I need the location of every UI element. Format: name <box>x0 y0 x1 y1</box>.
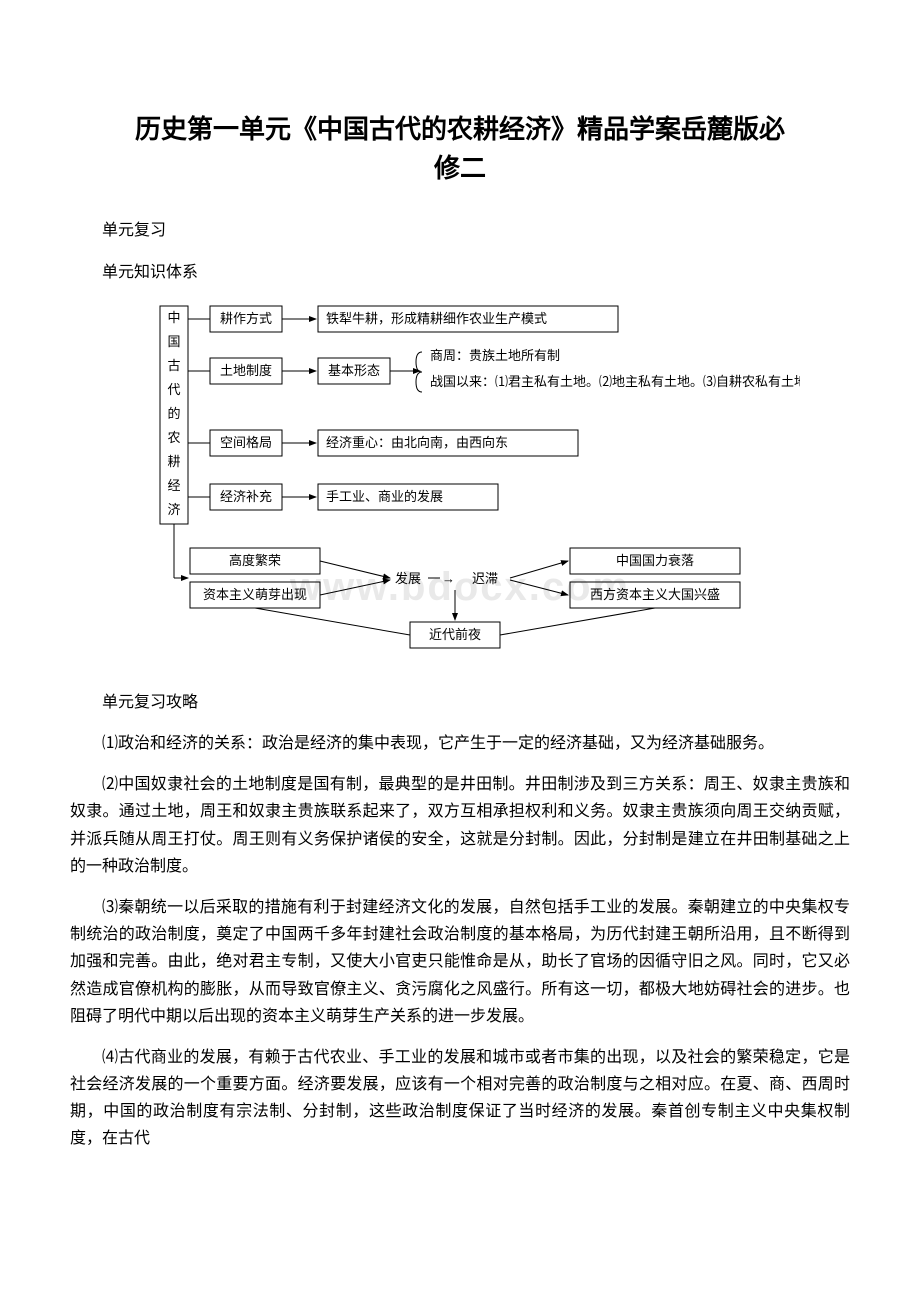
paragraph-2: ⑵中国奴隶社会的土地制度是国有制，最典型的是井田制。井田制涉及到三方关系：周王、… <box>70 771 850 880</box>
svg-text:耕: 耕 <box>167 454 180 469</box>
knowledge-diagram: www.bdocx.com 中 国 古 代 的 农 耕 经 济 耕作方式 铁犁牛… <box>120 300 800 660</box>
svg-text:古: 古 <box>167 358 180 373</box>
svg-text:西方资本主义大国兴盛: 西方资本主义大国兴盛 <box>590 587 720 602</box>
svg-text:商周：贵族土地所有制: 商周：贵族土地所有制 <box>430 348 560 363</box>
row-farming-method: 耕作方式 铁犁牛耕，形成精耕细作农业生产模式 <box>210 306 618 332</box>
svg-text:战国以来：⑴君主私有土地。⑵地主私有土地。⑶自耕农私有土地: 战国以来：⑴君主私有土地。⑵地主私有土地。⑶自耕农私有土地 <box>430 374 800 389</box>
svg-text:土地制度: 土地制度 <box>220 363 272 378</box>
svg-text:经: 经 <box>167 478 180 493</box>
svg-text:基本形态: 基本形态 <box>328 363 380 378</box>
paragraph-4: ⑷古代商业的发展，有赖于古代农业、手工业的发展和城市或者市集的出现，以及社会的繁… <box>70 1044 850 1153</box>
svg-text:的: 的 <box>167 406 180 421</box>
svg-text:中国国力衰落: 中国国力衰落 <box>616 553 694 568</box>
paragraph-3: ⑶秦朝统一以后采取的措施有利于封建经济文化的发展，自然包括手工业的发展。秦朝建立… <box>70 894 850 1030</box>
svg-text:近代前夜: 近代前夜 <box>429 627 481 642</box>
row-spatial-pattern: 空间格局 经济重心：由北向南，由西向东 <box>210 430 578 456</box>
subheading-strategy: 单元复习攻略 <box>70 688 850 712</box>
svg-text:铁犁牛耕，形成精耕细作农业生产模式: 铁犁牛耕，形成精耕细作农业生产模式 <box>326 311 547 326</box>
svg-text:代: 代 <box>167 382 180 397</box>
subheading-system: 单元知识体系 <box>70 258 850 282</box>
row-land-system: 土地制度 基本形态 商周：贵族土地所有制 战国以来：⑴君主私有土地。⑵地主私有土… <box>210 348 800 392</box>
svg-text:→: → <box>442 571 455 586</box>
svg-text:经济补充: 经济补充 <box>220 489 272 504</box>
svg-text:耕作方式: 耕作方式 <box>220 311 272 326</box>
svg-text:发展: 发展 <box>395 571 421 586</box>
svg-text:手工业、商业的发展: 手工业、商业的发展 <box>326 489 443 504</box>
svg-text:迟滞: 迟滞 <box>472 571 498 586</box>
svg-text:农: 农 <box>167 430 180 445</box>
svg-text:国: 国 <box>167 334 180 349</box>
page-title: 历史第一单元《中国古代的农耕经济》精品学案岳麓版必 修二 <box>70 110 850 188</box>
svg-text:资本主义萌芽出现: 资本主义萌芽出现 <box>203 587 307 602</box>
svg-text:空间格局: 空间格局 <box>220 435 272 450</box>
svg-text:济: 济 <box>167 502 180 517</box>
left-category-label: 中 国 古 代 的 农 耕 经 济 <box>160 306 188 524</box>
watermark-text: www.bdocx.com <box>289 565 630 609</box>
subheading-review: 单元复习 <box>70 216 850 240</box>
svg-text:中: 中 <box>167 310 180 325</box>
svg-text:经济重心：由北向南，由西向东: 经济重心：由北向南，由西向东 <box>326 435 508 450</box>
row-economic-supplement: 经济补充 手工业、商业的发展 <box>210 484 498 510</box>
paragraph-1: ⑴政治和经济的关系：政治是经济的集中表现，它产生于一定的经济基础，又为经济基础服… <box>70 730 850 757</box>
title-line-2: 修二 <box>434 154 486 183</box>
title-line-1: 历史第一单元《中国古代的农耕经济》精品学案岳麓版必 <box>135 115 785 144</box>
svg-text:高度繁荣: 高度繁荣 <box>229 553 281 568</box>
